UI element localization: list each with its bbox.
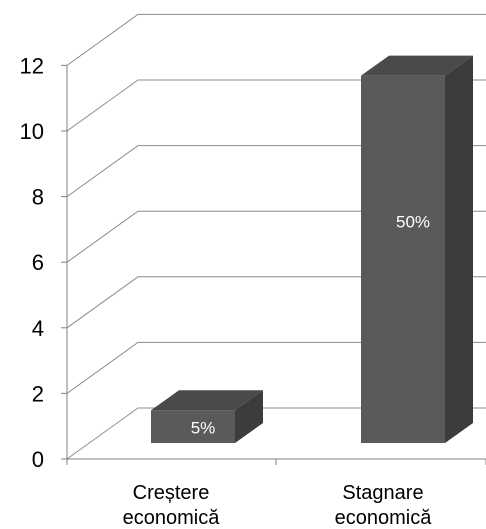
y-tick-label: 6 xyxy=(32,250,44,275)
y-tick-label: 2 xyxy=(32,381,44,406)
bar-top xyxy=(151,390,263,411)
y-tick-label: 8 xyxy=(32,185,44,210)
bar-side xyxy=(445,55,473,443)
bar-2 xyxy=(361,55,473,443)
y-tick-label: 10 xyxy=(20,119,44,144)
bar-front xyxy=(151,410,235,443)
bars xyxy=(151,55,473,443)
bar-side xyxy=(235,390,263,443)
labels: 0 2 4 6 8 10 12 5% 50% Creștere economică Stagnare e… xyxy=(20,53,433,529)
y-tick-label: 0 xyxy=(32,447,44,472)
x-category-label: Stagnare economică xyxy=(335,482,433,529)
bar-front xyxy=(361,75,445,443)
data-label: 5% xyxy=(191,419,216,438)
gridlines xyxy=(66,13,486,460)
bar-top xyxy=(361,55,473,76)
y-tick-label: 4 xyxy=(32,316,44,341)
x-category-label: Creștere economică xyxy=(123,482,221,529)
axes xyxy=(61,64,486,465)
bar-1 xyxy=(151,390,263,443)
gridline xyxy=(66,13,486,66)
y-tick-label: 12 xyxy=(20,53,44,78)
data-label: 50% xyxy=(396,212,430,231)
